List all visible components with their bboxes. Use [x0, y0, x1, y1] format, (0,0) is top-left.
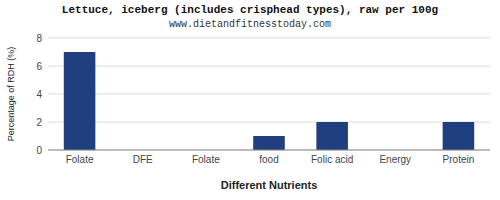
x-tick-label: Protein: [443, 154, 475, 165]
grid: [48, 38, 490, 150]
grid-line: [48, 94, 490, 95]
x-tick-label: Folate: [66, 154, 94, 165]
page: {"chart_data": {"type": "bar", "title": …: [0, 0, 500, 200]
x-tick-label: Folate: [192, 154, 220, 165]
grid-line: [48, 66, 490, 67]
bar: [253, 136, 285, 150]
x-tick-label: food: [259, 154, 278, 165]
y-tick-label: 6: [36, 61, 42, 72]
grid-line: [48, 122, 490, 123]
bar: [64, 52, 96, 150]
x-axis-line: [48, 150, 490, 151]
bar: [443, 122, 475, 150]
grid-line: [48, 38, 490, 39]
y-tick-label: 2: [36, 117, 42, 128]
chart-svg: Lettuce, iceberg (includes crisphead typ…: [0, 0, 500, 200]
x-axis-label: Different Nutrients: [221, 179, 318, 191]
x-tick-label: Folic acid: [311, 154, 353, 165]
bars: [64, 52, 474, 150]
grid-line: [48, 150, 490, 151]
title: Lettuce, iceberg (includes crisphead typ…: [62, 4, 438, 16]
x-tick-label: DFE: [133, 154, 153, 165]
x-tick-label: Energy: [379, 154, 411, 165]
subtitle: www.dietandfitnesstoday.com: [169, 19, 331, 30]
y-tick-label: 0: [36, 145, 42, 156]
y-tick-label: 8: [36, 33, 42, 44]
y-tick-label: 4: [36, 89, 42, 100]
chart-container: Lettuce, iceberg (includes crisphead typ…: [0, 0, 500, 200]
bar: [316, 122, 348, 150]
y-axis-label: Percentage of RDH (%): [6, 47, 16, 142]
